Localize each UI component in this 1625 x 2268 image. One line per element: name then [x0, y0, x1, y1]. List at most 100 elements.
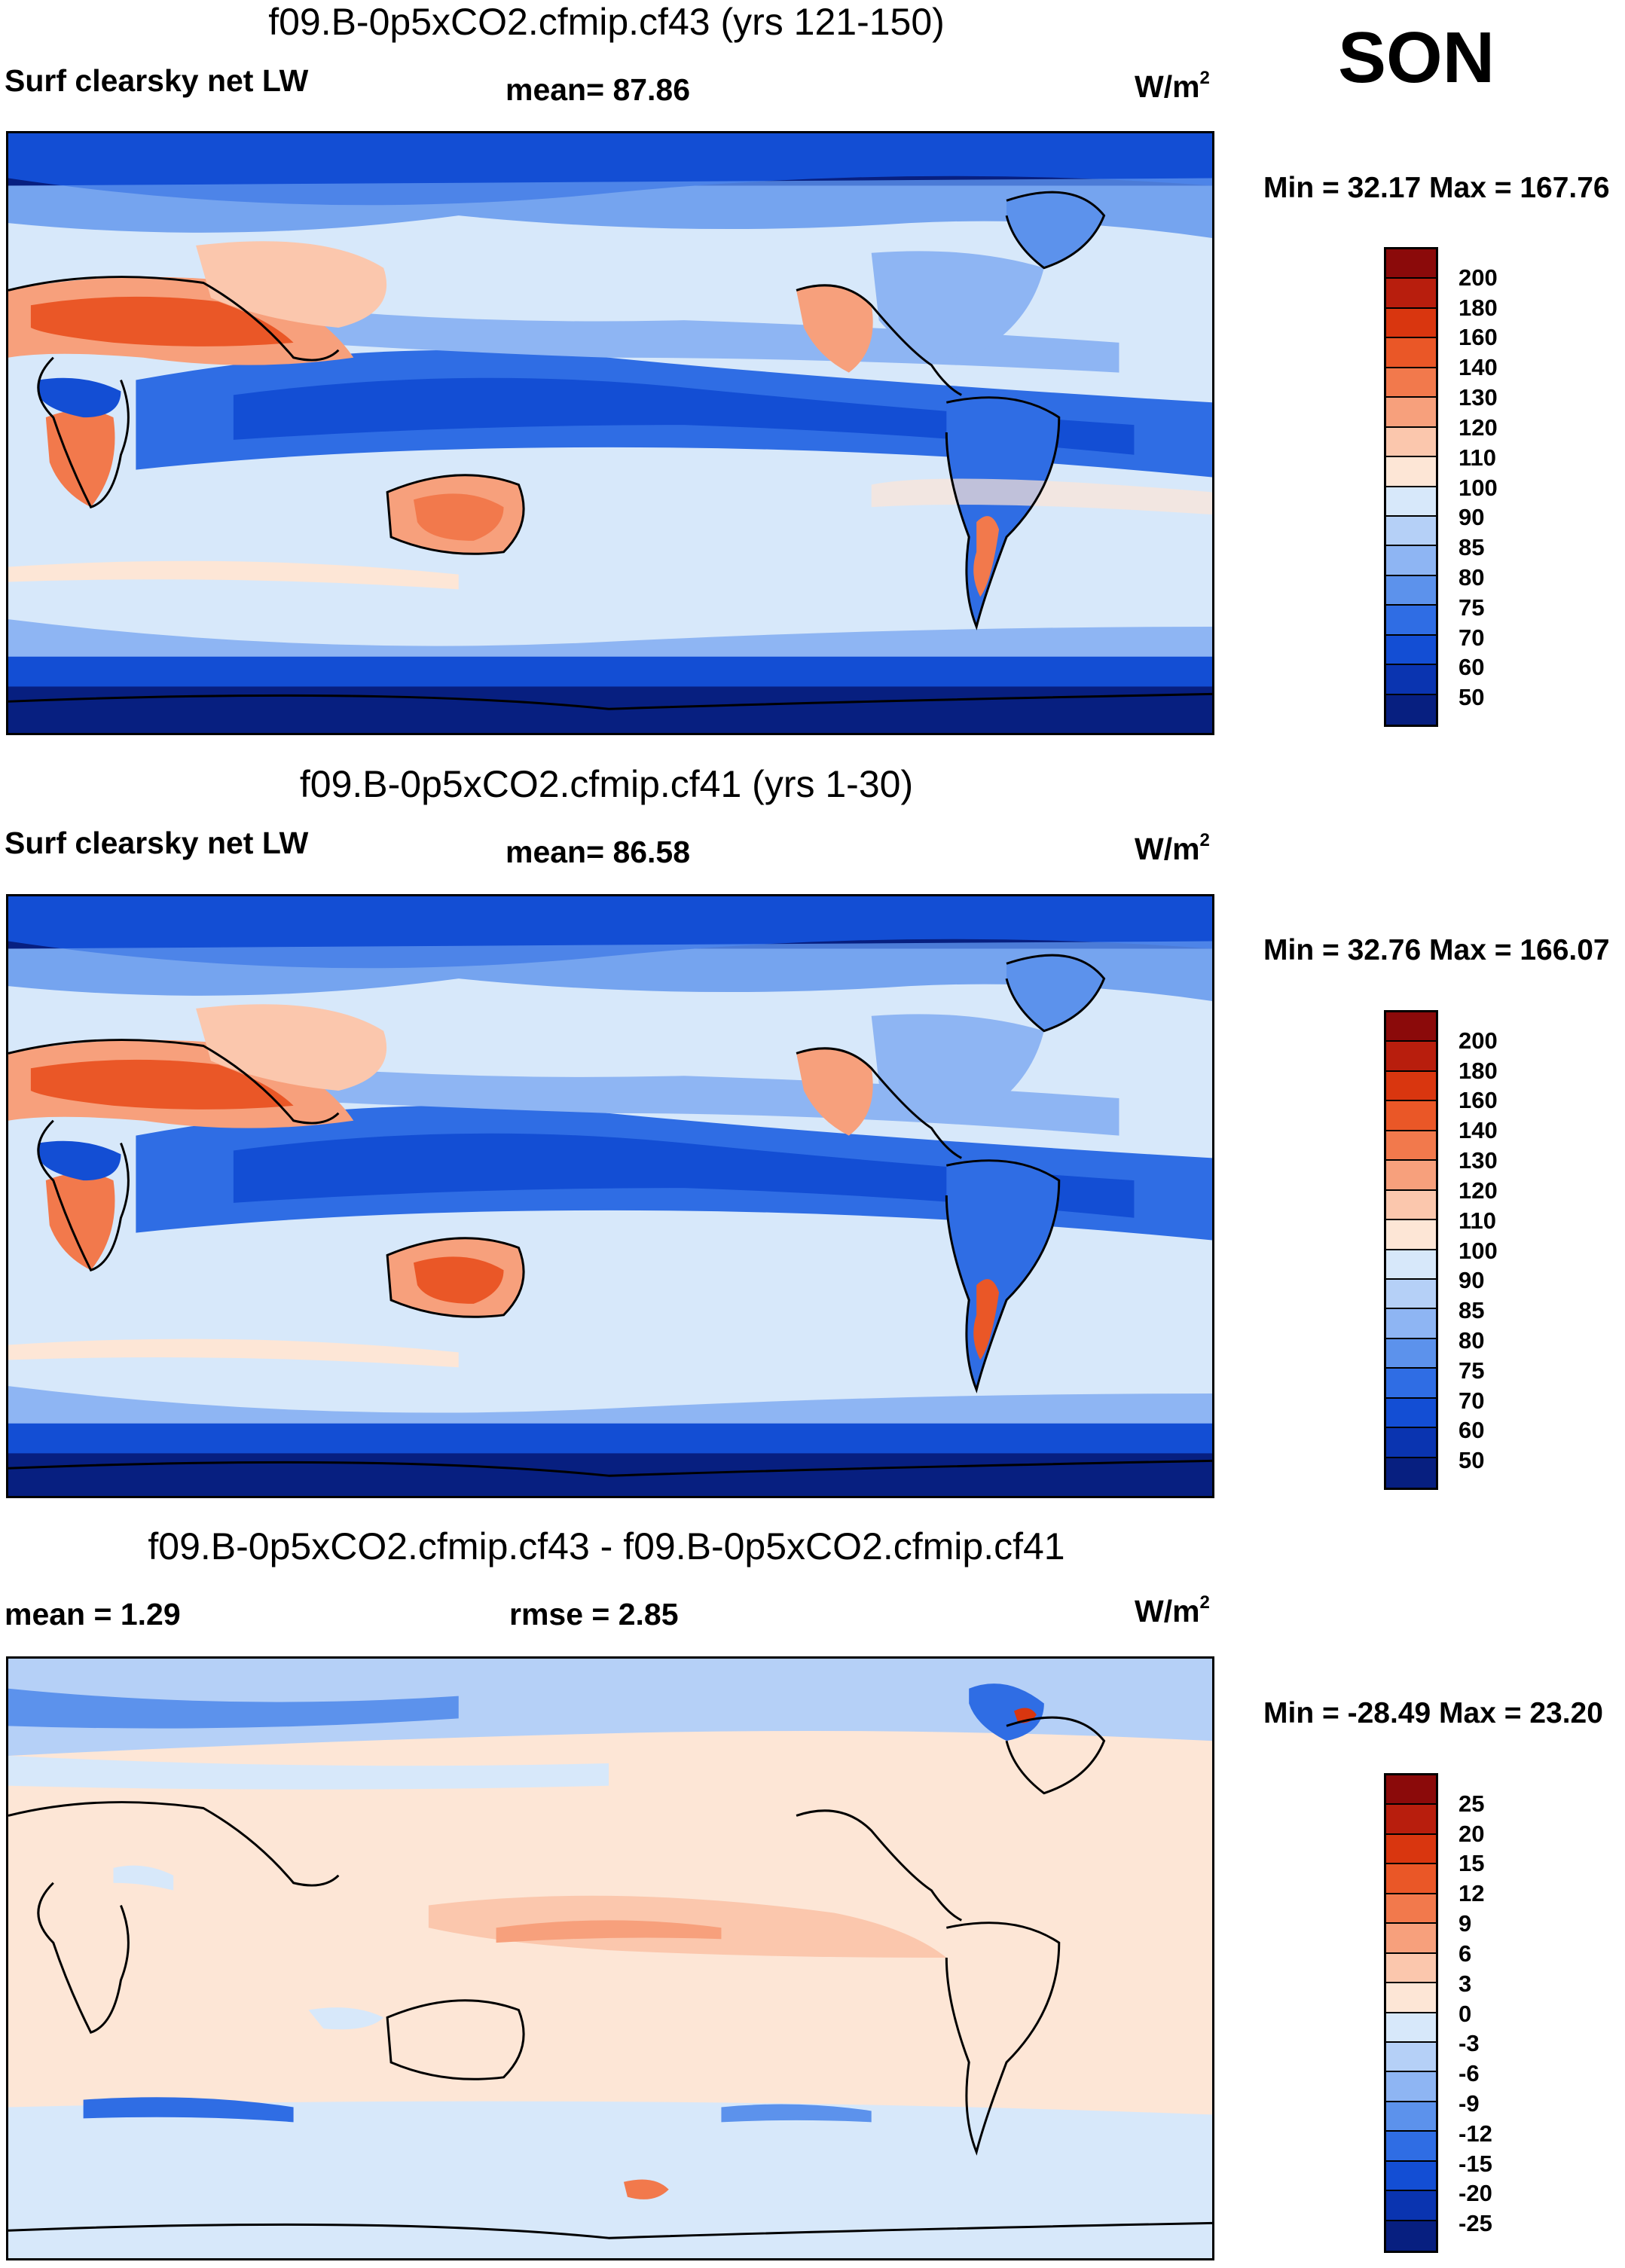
legend-color-box — [1386, 1101, 1436, 1131]
legend-color-box — [1386, 1864, 1436, 1894]
legend-tick-label: 12 — [1459, 1880, 1485, 1907]
legend-color-box — [1386, 1894, 1436, 1925]
panel-2-map-plot — [8, 896, 1212, 1496]
legend-color-box — [1386, 2102, 1436, 2132]
legend-color-box — [1386, 2221, 1436, 2251]
legend-tick-label: 160 — [1459, 1087, 1498, 1114]
panel-2-units: W/m2 — [1135, 830, 1210, 866]
legend-color-box — [1386, 1131, 1436, 1161]
panel-1-minmax: Min = 32.17 Max = 167.76 — [1263, 172, 1610, 204]
legend-tick-label: -6 — [1459, 2060, 1480, 2087]
legend-tick-label: -3 — [1459, 2030, 1480, 2057]
legend-color-box — [1386, 1220, 1436, 1250]
panel-1-mean-label: mean= 87.86 — [506, 72, 691, 107]
legend-color-box — [1386, 1161, 1436, 1191]
legend-tick-label: 90 — [1459, 1267, 1485, 1294]
legend-tick-label: 110 — [1459, 1207, 1497, 1234]
panel-2-minmax: Min = 32.76 Max = 166.07 — [1263, 934, 1610, 966]
legend-color-box — [1386, 606, 1436, 636]
legend-color-box — [1386, 487, 1436, 517]
legend-color-box — [1386, 1369, 1436, 1399]
legend-tick-label: -12 — [1459, 2120, 1492, 2147]
legend-tick-label: 120 — [1459, 414, 1498, 441]
legend-tick-label: 80 — [1459, 1326, 1485, 1354]
legend-color-box — [1386, 1190, 1436, 1221]
legend-color-box — [1386, 2013, 1436, 2043]
legend-color-box — [1386, 2072, 1436, 2102]
legend-tick-label: 140 — [1459, 1117, 1498, 1144]
panel-2-variable-label: Surf clearsky net LW — [5, 826, 309, 860]
legend-color-box — [1386, 398, 1436, 428]
panel-2-map — [6, 894, 1214, 1498]
panel-1-legend-bar — [1384, 247, 1438, 727]
legend-color-box — [1386, 308, 1436, 339]
legend-tick-label: 6 — [1459, 1940, 1472, 1967]
legend-color-box — [1386, 1250, 1436, 1280]
legend-tick-label: 85 — [1459, 534, 1485, 561]
legend-tick-label: 25 — [1459, 1790, 1485, 1817]
panel-2-legend-bar — [1384, 1010, 1438, 1490]
panel-3-legend-bar — [1384, 1773, 1438, 2253]
legend-color-box — [1386, 516, 1436, 547]
legend-color-box — [1386, 1071, 1436, 1102]
legend-tick-label: 180 — [1459, 294, 1498, 321]
legend-tick-label: 15 — [1459, 1850, 1485, 1877]
legend-tick-label: 100 — [1459, 1237, 1498, 1264]
legend-color-box — [1386, 1924, 1436, 1954]
legend-color-box — [1386, 1428, 1436, 1458]
panel-2-mean-label: mean= 86.58 — [506, 835, 691, 869]
legend-tick-label: 200 — [1459, 1027, 1498, 1054]
legend-color-box — [1386, 279, 1436, 309]
panel-3-map — [6, 1656, 1214, 2260]
legend-tick-label: -9 — [1459, 2089, 1480, 2117]
panel-1-units: W/m2 — [1135, 68, 1210, 104]
legend-color-box — [1386, 249, 1436, 279]
legend-color-box — [1386, 1805, 1436, 1835]
legend-tick-label: 180 — [1459, 1057, 1498, 1084]
panel-1-map-plot — [8, 133, 1212, 733]
legend-tick-label: 160 — [1459, 324, 1498, 351]
panel-1-map — [6, 131, 1214, 735]
legend-tick-label: 60 — [1459, 654, 1485, 681]
legend-tick-label: 75 — [1459, 594, 1485, 621]
legend-color-box — [1386, 694, 1436, 725]
legend-tick-label: 20 — [1459, 1820, 1485, 1847]
legend-color-box — [1386, 1834, 1436, 1865]
legend-color-box — [1386, 1339, 1436, 1369]
legend-tick-label: 200 — [1459, 264, 1498, 291]
legend-tick-label: -20 — [1459, 2180, 1492, 2207]
legend-color-box — [1386, 1042, 1436, 1072]
legend-color-box — [1386, 665, 1436, 695]
legend-color-box — [1386, 2161, 1436, 2192]
legend-tick-label: 85 — [1459, 1297, 1485, 1324]
legend-tick-label: 130 — [1459, 1147, 1498, 1174]
panel-3-map-plot — [8, 1659, 1212, 2258]
legend-tick-label: 9 — [1459, 1910, 1472, 1937]
legend-color-box — [1386, 2191, 1436, 2221]
legend-tick-label: 50 — [1459, 684, 1485, 711]
legend-color-box — [1386, 1309, 1436, 1339]
panel-3-title: f09.B-0p5xCO2.cfmip.cf43 - f09.B-0p5xCO2… — [148, 1525, 1065, 1567]
legend-tick-label: 60 — [1459, 1417, 1485, 1444]
legend-color-box — [1386, 427, 1436, 458]
panel-3-units: W/m2 — [1135, 1592, 1210, 1629]
legend-color-box — [1386, 338, 1436, 368]
legend-color-box — [1386, 2042, 1436, 2073]
legend-color-box — [1386, 2132, 1436, 2162]
panel-3-minmax: Min = -28.49 Max = 23.20 — [1263, 1697, 1603, 1729]
legend-color-box — [1386, 635, 1436, 666]
legend-color-box — [1386, 457, 1436, 487]
legend-tick-label: 120 — [1459, 1177, 1498, 1204]
panel-1-variable-label: Surf clearsky net LW — [5, 63, 309, 98]
legend-tick-label: 75 — [1459, 1357, 1485, 1384]
legend-color-box — [1386, 1953, 1436, 1984]
legend-tick-label: -15 — [1459, 2150, 1492, 2177]
season-label: SON — [1338, 17, 1495, 98]
legend-color-box — [1386, 1279, 1436, 1310]
panel-1-title: f09.B-0p5xCO2.cfmip.cf43 (yrs 121-150) — [268, 1, 945, 43]
legend-color-box — [1386, 1775, 1436, 1806]
legend-tick-label: 70 — [1459, 1387, 1485, 1414]
legend-color-box — [1386, 1458, 1436, 1488]
legend-tick-label: 70 — [1459, 624, 1485, 651]
legend-color-box — [1386, 546, 1436, 576]
